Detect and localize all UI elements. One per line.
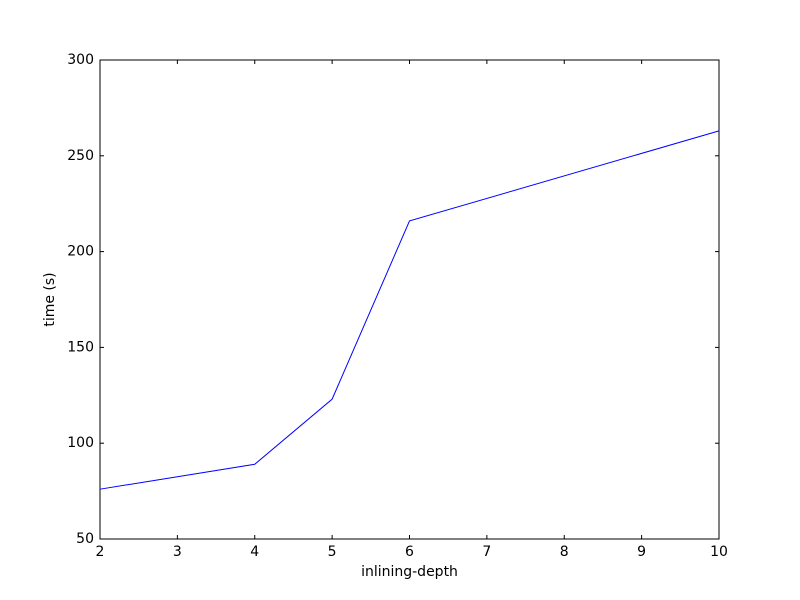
y-tick-label: 250 — [67, 148, 94, 164]
x-tick-label: 2 — [96, 544, 105, 560]
x-tick-label: 3 — [173, 544, 182, 560]
y-axis-label: time (s) — [42, 272, 58, 326]
x-tick-label: 8 — [560, 544, 569, 560]
x-tick-label: 10 — [710, 544, 728, 560]
y-tick-label: 50 — [76, 531, 94, 547]
y-tick-label: 150 — [67, 339, 94, 355]
x-tick-label: 6 — [405, 544, 414, 560]
x-tick-label: 4 — [250, 544, 259, 560]
x-tick-label: 5 — [328, 544, 337, 560]
x-tick-label: 7 — [482, 544, 491, 560]
y-tick-label: 200 — [67, 244, 94, 260]
data-line — [99, 130, 720, 490]
x-tick-label: 9 — [637, 544, 646, 560]
y-tick-label: 100 — [67, 435, 94, 451]
x-axis-label: inlining-depth — [361, 564, 458, 580]
y-tick-label: 300 — [67, 52, 94, 68]
plot-frame — [99, 59, 720, 540]
